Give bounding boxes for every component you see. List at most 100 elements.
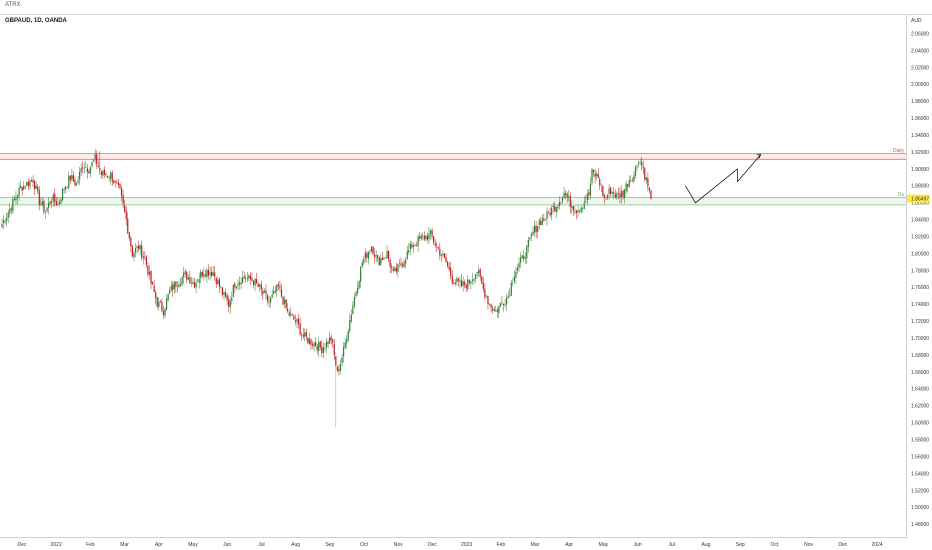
candle [342,341,345,363]
candle [538,218,540,231]
candle [620,184,623,204]
candle [457,277,460,287]
candle [560,201,562,205]
candle [18,182,20,201]
candle [447,260,449,269]
candle [159,299,161,303]
candle [422,232,424,241]
candle [519,252,522,268]
x-tick-label: 2022 [51,542,62,548]
candle [496,307,498,319]
candle [529,237,531,242]
candle [339,359,342,375]
candle [509,288,511,298]
candle [329,331,331,345]
candle [51,197,53,209]
candle [124,199,126,214]
candle [324,342,326,352]
candle [415,241,418,247]
candle [1,218,3,229]
x-tick-label: Jul [258,542,264,548]
candle [293,313,295,320]
x-tick-label: Jul [669,542,675,548]
candle [291,313,293,316]
candle [152,281,154,286]
candle [4,218,6,225]
candle [610,186,612,198]
candle [608,184,610,200]
candle [575,209,578,220]
candle [256,273,258,285]
x-tick-label: May [188,542,198,548]
candle [277,281,279,290]
candle [68,171,70,191]
candle [183,266,185,284]
candle [221,287,224,298]
candle [220,285,222,289]
candle [184,268,186,278]
candle [516,264,519,275]
candle [52,192,54,207]
candle [591,167,593,186]
candle [318,336,320,358]
candle [156,296,158,309]
candle [252,279,255,289]
x-tick-label: Dec [428,542,437,548]
candle [434,238,436,248]
candle [249,272,252,285]
candle [86,164,88,179]
candle [526,244,528,264]
y-tick-label: 1.70000 [911,336,929,342]
candle [35,180,37,189]
candle [130,235,132,253]
candle [650,190,652,200]
candle [335,351,337,428]
candle [465,283,467,292]
candle [228,295,230,313]
price-axis[interactable]: 2.06000 2.04000 2.02000 2.00000 1.98000 1.960… [911,31,929,528]
y-tick-label: 1.86000 [911,201,929,207]
candle [400,257,402,268]
candle [462,276,464,292]
candle [134,243,137,258]
candle [555,206,557,218]
x-tick-label: Nov [394,542,403,548]
candle [512,278,514,287]
candle [66,186,68,189]
candle [138,240,140,253]
candle [628,175,630,189]
candle [71,168,73,182]
zone-label: Da [898,192,905,198]
y-tick-label: 1.50000 [911,505,929,511]
candle [523,250,525,262]
candle [63,187,65,194]
candle [647,172,649,192]
candle [285,298,287,310]
candle [20,180,22,189]
time-axis[interactable]: Dec 2022 Feb Mar Apr May Jun Jul Aug Sep Oct Nov Dec… [18,542,883,548]
candle [478,266,480,278]
candle [439,242,441,261]
candle [313,341,315,352]
candle [7,209,9,224]
candle [231,291,233,305]
candle [325,337,328,354]
candle [144,251,146,260]
candle [366,250,368,263]
candle [499,302,501,308]
last-price-value: 1.86497 [911,196,929,202]
candle [454,278,456,287]
candle [580,204,582,214]
y-tick-label: 1.64000 [911,387,929,393]
candle [103,165,106,179]
candle [569,191,571,214]
candle [47,197,50,215]
y-tick-label: 1.92000 [911,150,929,156]
candle [72,170,75,183]
candle [79,167,81,186]
candle [69,175,71,185]
candle [627,184,629,193]
x-tick-label: Apr [565,542,573,548]
candle [414,244,416,247]
